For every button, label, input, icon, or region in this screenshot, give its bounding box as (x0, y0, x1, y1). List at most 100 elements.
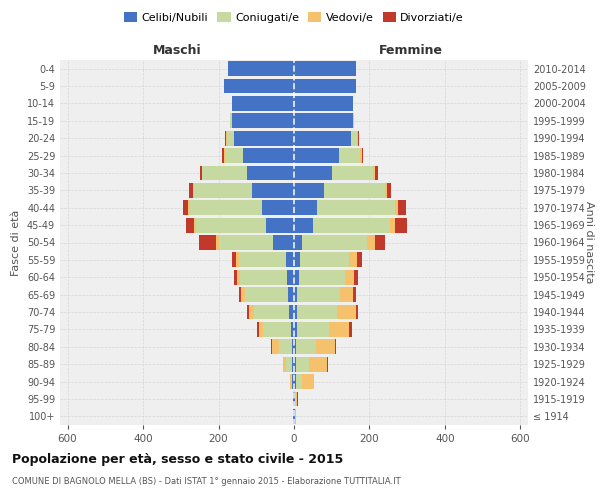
Bar (385, 183, 387, 198)
Bar (395, 200, 398, 215)
Bar (243, 148, 294, 163)
Bar (233, 131, 294, 146)
Bar (316, 340, 335, 354)
Bar (227, 131, 233, 146)
Y-axis label: Anni di nascita: Anni di nascita (584, 201, 594, 284)
Bar (327, 357, 328, 372)
Bar (373, 166, 375, 180)
Bar (357, 252, 362, 268)
Bar (230, 114, 232, 128)
Bar (294, 304, 297, 320)
Bar (295, 392, 296, 406)
Bar (337, 304, 356, 320)
Bar (353, 114, 355, 128)
Bar (309, 357, 327, 372)
Bar (226, 131, 227, 146)
Bar (294, 235, 302, 250)
Bar (294, 252, 299, 268)
Bar (395, 218, 407, 232)
Bar (291, 374, 292, 389)
Bar (257, 322, 259, 337)
Text: Femmine: Femmine (379, 44, 443, 57)
Bar (253, 183, 294, 198)
Legend: Celibi/Nubili, Coniugati/e, Vedovi/e, Divorziati/e: Celibi/Nubili, Coniugati/e, Vedovi/e, Di… (119, 8, 469, 28)
Bar (262, 200, 294, 215)
Bar (299, 270, 344, 284)
Bar (290, 374, 291, 389)
Bar (232, 252, 236, 268)
Bar (355, 270, 358, 284)
Bar (358, 131, 359, 146)
Bar (294, 62, 356, 76)
Bar (202, 166, 247, 180)
Bar (375, 166, 378, 180)
Bar (353, 288, 356, 302)
Bar (271, 340, 272, 354)
Bar (263, 322, 291, 337)
Bar (232, 96, 294, 111)
Bar (294, 96, 353, 111)
Bar (313, 218, 390, 232)
Bar (292, 374, 294, 389)
Bar (294, 357, 296, 372)
Bar (239, 288, 241, 302)
Text: COMUNE DI BAGNOLO MELLA (BS) - Dati ISTAT 1° gennaio 2015 - Elaborazione TUTTITA: COMUNE DI BAGNOLO MELLA (BS) - Dati ISTA… (12, 476, 401, 486)
Bar (294, 166, 332, 180)
Bar (224, 148, 225, 163)
Bar (292, 340, 294, 354)
Bar (294, 392, 295, 406)
Bar (302, 374, 314, 389)
Bar (278, 340, 292, 354)
Bar (294, 409, 295, 424)
Bar (254, 304, 289, 320)
Bar (222, 148, 224, 163)
Bar (190, 200, 262, 215)
Bar (216, 235, 218, 250)
Bar (294, 148, 339, 163)
Bar (356, 304, 358, 320)
Bar (294, 340, 296, 354)
Bar (247, 304, 249, 320)
Bar (297, 288, 340, 302)
Bar (273, 235, 294, 250)
Bar (398, 200, 406, 215)
Bar (344, 270, 355, 284)
Bar (297, 322, 329, 337)
Bar (286, 252, 294, 268)
Bar (240, 270, 287, 284)
Bar (259, 322, 263, 337)
Bar (293, 392, 294, 406)
Bar (296, 340, 316, 354)
Bar (183, 200, 188, 215)
Bar (188, 200, 190, 215)
Bar (266, 218, 294, 232)
Bar (194, 183, 253, 198)
Bar (232, 114, 294, 128)
Bar (225, 148, 243, 163)
Bar (294, 270, 299, 284)
Bar (188, 183, 193, 198)
Bar (193, 183, 194, 198)
Bar (329, 322, 349, 337)
Bar (291, 322, 294, 337)
Bar (196, 218, 266, 232)
Bar (360, 148, 362, 163)
Bar (294, 374, 296, 389)
Bar (349, 322, 352, 337)
Bar (332, 166, 373, 180)
Bar (294, 78, 356, 94)
Bar (367, 235, 375, 250)
Bar (239, 252, 286, 268)
Bar (387, 183, 391, 198)
Bar (317, 200, 395, 215)
Bar (296, 374, 302, 389)
Bar (294, 322, 297, 337)
Bar (283, 357, 286, 372)
Y-axis label: Fasce di età: Fasce di età (11, 210, 21, 276)
Bar (237, 270, 240, 284)
Bar (294, 183, 324, 198)
Bar (294, 131, 350, 146)
Bar (295, 409, 296, 424)
Bar (339, 148, 360, 163)
Bar (287, 270, 294, 284)
